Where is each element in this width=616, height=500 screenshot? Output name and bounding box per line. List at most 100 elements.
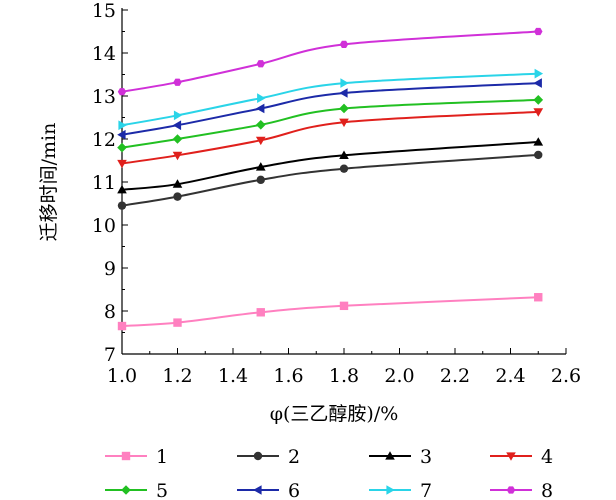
series-line xyxy=(121,110,539,165)
y-tick-label: 15 xyxy=(92,0,116,22)
data-point xyxy=(256,308,265,317)
legend-marker xyxy=(121,451,131,461)
axes: 1.0 1.2 1.4 1.6 1.8 2.0 2.2 2.4 2.6 7 8 9 10 11 12 13 14… xyxy=(92,0,581,387)
series-7 xyxy=(118,68,544,131)
legend-marker xyxy=(386,485,395,495)
x-tick-label: 2.6 xyxy=(551,365,581,387)
data-point xyxy=(339,103,349,114)
y-tick-label: 9 xyxy=(104,258,116,280)
data-point xyxy=(255,136,266,146)
data-point xyxy=(255,103,265,114)
series-line xyxy=(121,98,539,149)
data-point xyxy=(340,78,349,88)
data-point xyxy=(173,110,183,121)
x-tick-label: 2.2 xyxy=(440,365,470,387)
x-tick-label: 1.6 xyxy=(273,365,303,387)
data-point xyxy=(172,134,183,144)
y-tick-label: 7 xyxy=(104,344,116,366)
data-point xyxy=(339,88,348,98)
legend-label: 3 xyxy=(420,446,432,468)
data-point xyxy=(173,318,182,327)
data-point xyxy=(173,192,182,201)
data-point xyxy=(172,179,183,188)
legend-label: 1 xyxy=(156,446,168,468)
legend-label: 4 xyxy=(541,446,553,468)
legend-item-8: 8 xyxy=(490,480,553,500)
x-axis-title: φ(三乙醇胺)/% xyxy=(270,403,399,425)
series-line xyxy=(121,30,539,93)
legend-item-6: 6 xyxy=(237,480,300,500)
data-point xyxy=(534,150,543,160)
x-tick-label: 1.2 xyxy=(162,365,192,387)
data-point xyxy=(339,118,349,128)
series-4 xyxy=(117,108,544,169)
data-point xyxy=(117,129,126,140)
data-point xyxy=(256,60,265,68)
legend-item-5: 5 xyxy=(105,480,168,500)
x-tick-label: 2.0 xyxy=(384,365,414,387)
series-line xyxy=(121,296,539,327)
legend-item-3: 3 xyxy=(369,446,432,468)
data-point xyxy=(117,321,127,331)
legend-item-4: 4 xyxy=(490,446,553,468)
legend-label: 8 xyxy=(541,480,553,500)
data-point xyxy=(533,137,544,146)
data-point xyxy=(339,164,349,173)
y-tick-label: 13 xyxy=(92,86,116,108)
series-8 xyxy=(117,27,543,96)
y-tick-label: 14 xyxy=(92,43,116,65)
x-tick-label: 1.8 xyxy=(329,365,359,387)
data-point xyxy=(172,120,182,131)
data-point xyxy=(173,78,182,86)
series-line xyxy=(121,82,539,136)
series-line xyxy=(121,141,539,191)
legend-label: 2 xyxy=(288,446,300,468)
legend-item-7: 7 xyxy=(369,480,432,500)
legend-marker xyxy=(253,485,262,495)
legend-item-1: 1 xyxy=(105,446,168,468)
data-point xyxy=(339,40,349,48)
data-point xyxy=(339,301,349,311)
data-point xyxy=(255,120,266,130)
series-2 xyxy=(117,150,543,210)
data-point xyxy=(255,162,266,171)
series-5 xyxy=(117,95,544,153)
data-point xyxy=(339,150,349,159)
y-tick-label: 12 xyxy=(92,129,116,151)
y-tick-label: 8 xyxy=(104,301,116,323)
legend-label: 5 xyxy=(156,480,168,500)
data-point xyxy=(533,108,544,117)
legend-item-2: 2 xyxy=(237,446,300,468)
data-point xyxy=(117,201,127,210)
y-tick-label: 10 xyxy=(92,215,116,237)
legend-marker xyxy=(385,451,395,460)
legend-marker xyxy=(253,451,263,461)
legend-marker xyxy=(506,452,516,461)
data-point xyxy=(257,93,266,103)
data-point xyxy=(117,184,127,194)
x-tick-label: 1.4 xyxy=(218,365,248,387)
data-point xyxy=(118,120,127,131)
y-axis-title: 迁移时间/min xyxy=(38,123,60,242)
data-point xyxy=(117,159,127,169)
legend: 1 2 3 4 5 6 7 8 xyxy=(105,446,553,500)
series-3 xyxy=(117,137,544,194)
x-tick-label: 1.0 xyxy=(107,365,137,387)
data-point xyxy=(117,88,127,96)
legend-label: 7 xyxy=(420,480,432,500)
series-line xyxy=(121,153,539,207)
legend-marker xyxy=(506,486,516,494)
plot-area xyxy=(117,27,544,331)
data-point xyxy=(534,68,544,79)
y-tick-label: 11 xyxy=(92,172,116,194)
data-point xyxy=(172,151,183,161)
series-1 xyxy=(117,293,543,331)
legend-label: 6 xyxy=(288,480,300,500)
data-point xyxy=(117,142,127,153)
data-point xyxy=(534,293,543,302)
series-6 xyxy=(117,78,542,140)
data-point xyxy=(533,78,542,88)
x-tick-label: 2.4 xyxy=(495,365,525,387)
legend-marker xyxy=(121,485,131,495)
